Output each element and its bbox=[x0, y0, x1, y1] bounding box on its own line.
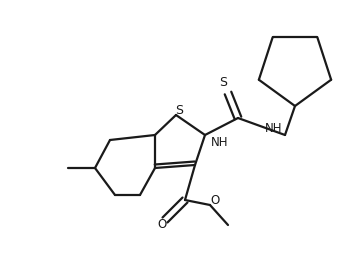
Text: S: S bbox=[175, 103, 183, 117]
Text: NH: NH bbox=[265, 122, 283, 134]
Text: NH: NH bbox=[211, 136, 229, 149]
Text: O: O bbox=[210, 194, 220, 206]
Text: O: O bbox=[157, 219, 167, 231]
Text: S: S bbox=[219, 77, 227, 90]
